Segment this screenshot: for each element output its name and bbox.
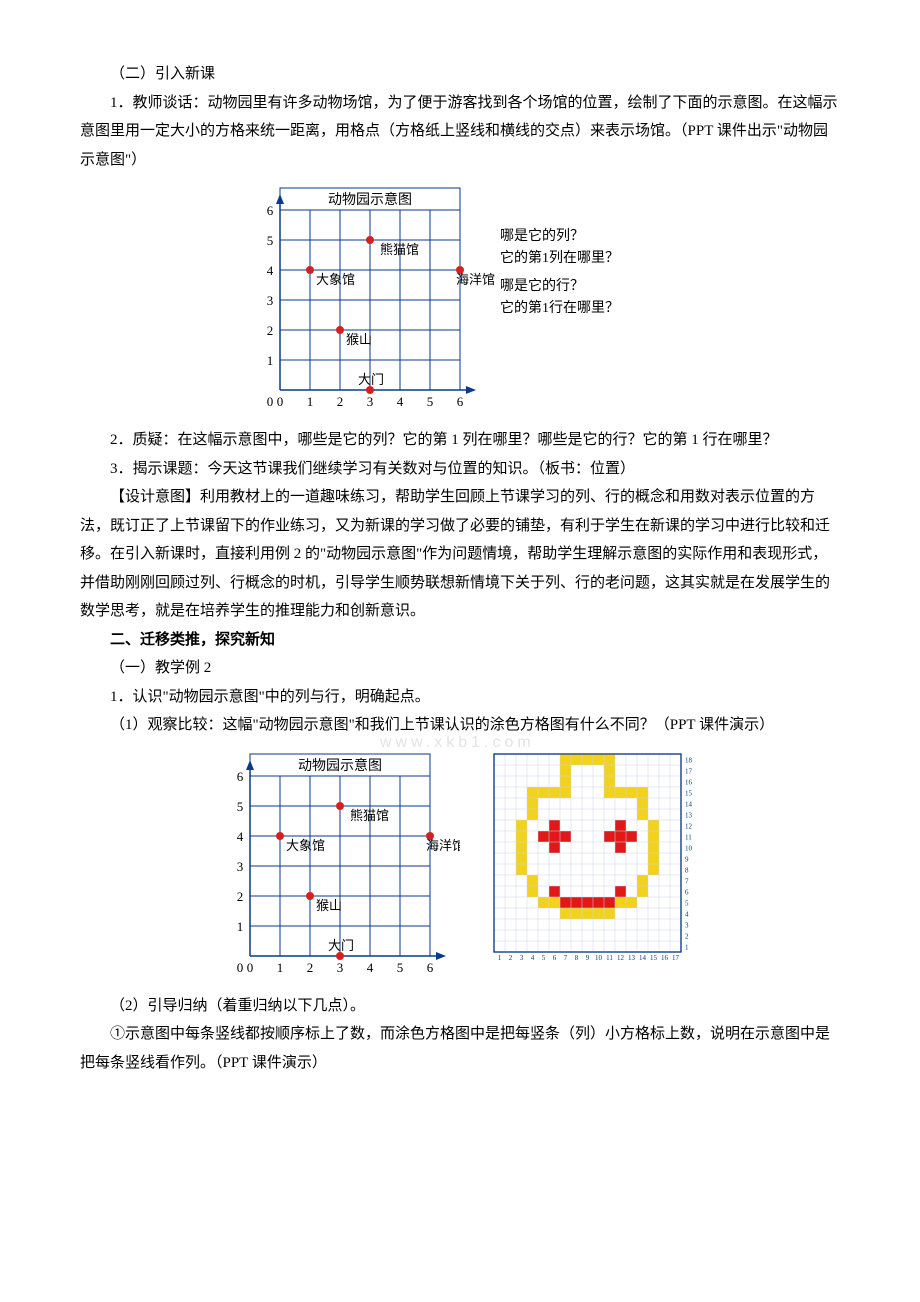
svg-text:2: 2 xyxy=(267,323,274,338)
para-teacher-talk: 1．教师谈话：动物园里有许多动物场馆，为了便于游客找到各个场馆的位置，绘制了下面… xyxy=(80,89,840,175)
svg-text:5: 5 xyxy=(685,899,689,907)
zoo-chart-1-container: 动物园示意图 0 1 2 3 4 5 6 1 2 3 4 5 6 0 熊猫馆大象馆 海洋馆猴山大门 哪是它的列？ 它… xyxy=(80,180,840,420)
svg-text:5: 5 xyxy=(427,394,434,409)
svg-text:14: 14 xyxy=(639,954,647,962)
svg-text:3: 3 xyxy=(267,293,274,308)
svg-text:大门: 大门 xyxy=(358,372,384,387)
para-intro-heading: （二）引入新课 xyxy=(80,60,840,89)
svg-text:动物园示意图: 动物园示意图 xyxy=(328,191,412,208)
svg-text:1: 1 xyxy=(277,960,284,975)
svg-text:海洋馆: 海洋馆 xyxy=(456,272,495,287)
svg-text:12: 12 xyxy=(617,954,625,962)
svg-text:4: 4 xyxy=(267,263,274,278)
svg-text:6: 6 xyxy=(553,954,557,962)
svg-text:大象馆: 大象馆 xyxy=(316,272,355,287)
svg-text:它的第1列在哪里？: 它的第1列在哪里？ xyxy=(500,249,619,266)
para-point-1: ①示意图中每条竖线都按顺序标上了数，而涂色方格图中是把每竖条（列）小方格标上数，… xyxy=(80,1020,840,1077)
para-question: 2．质疑：在这幅示意图中，哪些是它的列？它的第 1 列在哪里？哪些是它的行？它的… xyxy=(80,426,840,455)
svg-text:5: 5 xyxy=(267,233,274,248)
svg-text:6: 6 xyxy=(457,394,464,409)
svg-text:7: 7 xyxy=(685,877,689,885)
zoo-chart-1: 动物园示意图 0 1 2 3 4 5 6 1 2 3 4 5 6 0 熊猫馆大象馆 海洋馆猴山大门 哪是它的列？ 它… xyxy=(250,180,670,420)
zoo-chart-2-left: 动物园示意图 0 1 2 3 4 5 6 1 2 3 4 5 6 0 熊猫馆大象馆 海洋馆猴山大门 xyxy=(220,746,460,986)
svg-text:3: 3 xyxy=(685,921,689,929)
svg-text:16: 16 xyxy=(685,778,693,786)
svg-text:大象馆: 大象馆 xyxy=(286,838,325,853)
svg-text:哪是它的列？: 哪是它的列？ xyxy=(500,227,584,244)
pixel-face-grid: 1234567891011121314151617123456789101112… xyxy=(480,746,700,966)
svg-text:2: 2 xyxy=(237,889,244,904)
svg-text:1: 1 xyxy=(237,919,244,934)
svg-text:8: 8 xyxy=(685,866,689,874)
svg-text:17: 17 xyxy=(685,767,693,775)
svg-text:3: 3 xyxy=(367,394,374,409)
svg-text:2: 2 xyxy=(685,932,689,940)
svg-text:9: 9 xyxy=(586,954,590,962)
svg-text:9: 9 xyxy=(685,855,689,863)
svg-text:4: 4 xyxy=(367,960,374,975)
section-2-heading: 二、迁移类推，探究新知 xyxy=(80,626,840,655)
svg-text:1: 1 xyxy=(498,954,502,962)
svg-text:海洋馆: 海洋馆 xyxy=(426,838,460,853)
svg-text:16: 16 xyxy=(661,954,669,962)
svg-text:15: 15 xyxy=(685,789,693,797)
svg-text:13: 13 xyxy=(685,811,693,819)
para-reveal-topic: 3．揭示课题：今天这节课我们继续学习有关数对与位置的知识。（板书：位置） xyxy=(80,455,840,484)
para-example2-heading: （一）教学例 2 xyxy=(80,654,840,683)
svg-text:0: 0 xyxy=(277,394,284,409)
svg-text:3: 3 xyxy=(337,960,344,975)
svg-text:10: 10 xyxy=(685,844,693,852)
svg-text:2: 2 xyxy=(307,960,314,975)
svg-text:11: 11 xyxy=(606,954,613,962)
svg-text:熊猫馆: 熊猫馆 xyxy=(350,808,389,823)
svg-text:2: 2 xyxy=(509,954,513,962)
svg-text:动物园示意图: 动物园示意图 xyxy=(298,757,382,774)
svg-text:10: 10 xyxy=(595,954,603,962)
svg-text:6: 6 xyxy=(427,960,434,975)
svg-text:4: 4 xyxy=(685,910,689,918)
para-observe-compare: （1）观察比较：这幅"动物园示意图"和我们上节课认识的涂色方格图有什么不同？（P… xyxy=(80,711,840,740)
svg-text:2: 2 xyxy=(337,394,344,409)
svg-text:15: 15 xyxy=(650,954,658,962)
svg-text:1: 1 xyxy=(307,394,314,409)
svg-text:6: 6 xyxy=(685,888,689,896)
svg-text:6: 6 xyxy=(237,769,244,784)
svg-text:1: 1 xyxy=(267,353,274,368)
svg-text:3: 3 xyxy=(237,859,244,874)
svg-text:5: 5 xyxy=(237,799,244,814)
svg-text:猴山: 猴山 xyxy=(316,898,342,913)
svg-text:11: 11 xyxy=(685,833,692,841)
svg-text:14: 14 xyxy=(685,800,693,808)
svg-text:5: 5 xyxy=(542,954,546,962)
svg-text:4: 4 xyxy=(237,829,244,844)
svg-text:6: 6 xyxy=(267,203,274,218)
svg-text:7: 7 xyxy=(564,954,568,962)
svg-text:1: 1 xyxy=(685,943,689,951)
svg-text:0: 0 xyxy=(267,394,274,409)
para-recognize-cols-rows: 1．认识"动物园示意图"中的列与行，明确起点。 xyxy=(80,683,840,712)
svg-text:17: 17 xyxy=(672,954,680,962)
svg-text:3: 3 xyxy=(520,954,524,962)
svg-text:它的第1行在哪里？: 它的第1行在哪里？ xyxy=(500,299,619,316)
zoo-chart-2-container: www.xkb1.com 动物园示意图01234561234560熊猫馆大象馆海… xyxy=(80,746,840,986)
svg-text:哪是它的行？: 哪是它的行？ xyxy=(500,277,584,294)
para-design-intent: 【设计意图】利用教材上的一道趣味练习，帮助学生回顾上节课学习的列、行的概念和用数… xyxy=(80,483,840,626)
svg-text:0: 0 xyxy=(237,960,244,975)
svg-text:猴山: 猴山 xyxy=(346,332,372,347)
svg-text:熊猫馆: 熊猫馆 xyxy=(380,242,419,257)
svg-text:大门: 大门 xyxy=(328,938,354,953)
svg-text:12: 12 xyxy=(685,822,693,830)
svg-text:4: 4 xyxy=(531,954,535,962)
svg-text:18: 18 xyxy=(685,756,693,764)
svg-text:8: 8 xyxy=(575,954,579,962)
svg-text:13: 13 xyxy=(628,954,636,962)
para-guide-summary: （2）引导归纳（着重归纳以下几点）。 xyxy=(80,992,840,1021)
svg-text:4: 4 xyxy=(397,394,404,409)
svg-text:0: 0 xyxy=(247,960,254,975)
svg-text:5: 5 xyxy=(397,960,404,975)
